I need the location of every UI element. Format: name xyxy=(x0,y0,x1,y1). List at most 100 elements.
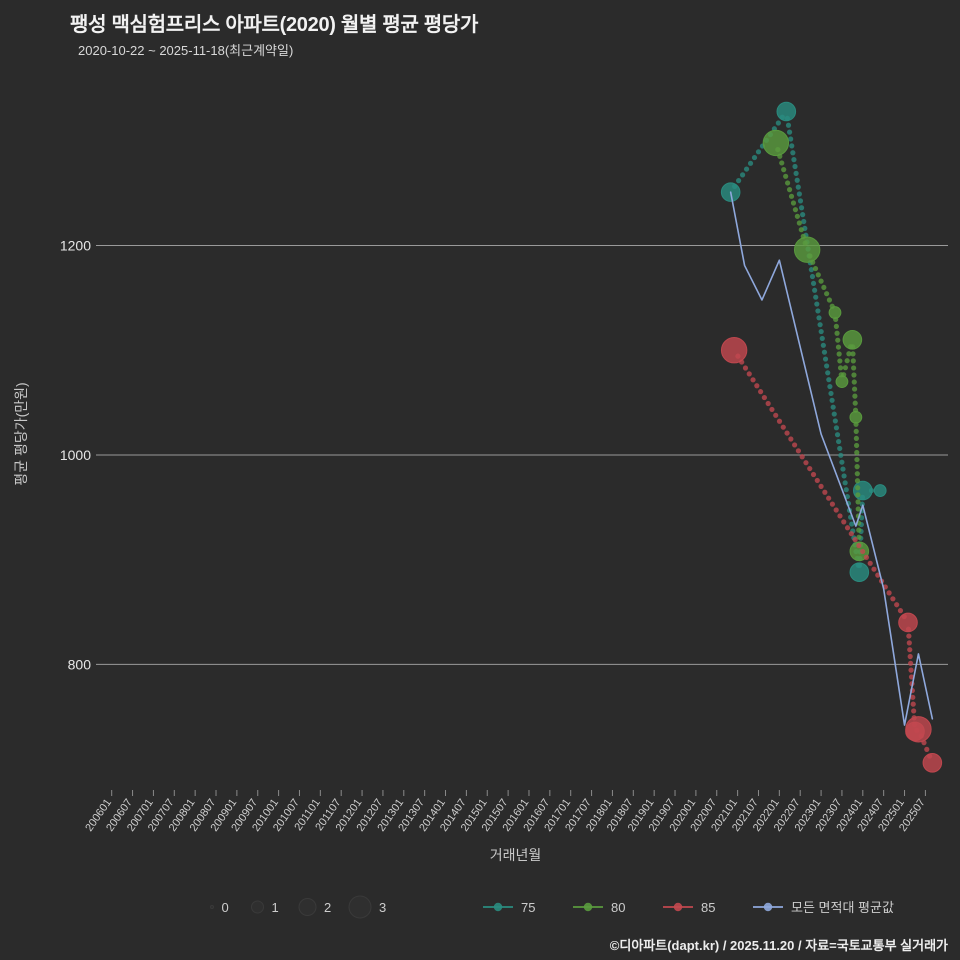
series-trail-dot xyxy=(813,294,819,300)
series-trail-dot xyxy=(817,322,823,328)
legend-series-label[interactable]: 80 xyxy=(611,900,625,915)
series-80 xyxy=(762,129,870,562)
legend-series-label[interactable]: 모든 면적대 평균값 xyxy=(791,900,894,915)
legend-size-label: 1 xyxy=(272,900,279,915)
series-trail-dot xyxy=(851,386,858,392)
data-point[interactable] xyxy=(849,562,870,583)
legend-series-label[interactable]: 75 xyxy=(521,900,535,915)
series-trail-dot xyxy=(812,265,819,272)
series-trail-dot xyxy=(786,129,793,135)
series-trail-dot xyxy=(754,383,760,389)
series-trail-dot xyxy=(897,608,904,614)
legend-series-marker[interactable] xyxy=(493,902,503,912)
series-trail-dot xyxy=(751,154,758,161)
series-trail-dot xyxy=(792,207,799,213)
series-trail-dot xyxy=(906,640,912,646)
series-trail-dot xyxy=(852,537,858,543)
series-trail-dot xyxy=(833,507,839,513)
series-trail-dot xyxy=(792,163,798,170)
data-point[interactable] xyxy=(793,236,821,263)
series-trail-dot xyxy=(910,694,916,700)
series-trail-dot xyxy=(854,449,860,456)
series-trail-dot xyxy=(910,701,916,707)
series-trail-dot xyxy=(848,531,854,537)
series-trail-dot xyxy=(795,184,801,190)
y-axis-tick-label: 800 xyxy=(68,656,92,672)
series-trail-dot xyxy=(797,198,804,204)
legend-series-marker[interactable] xyxy=(583,902,593,912)
legend-series-label[interactable]: 85 xyxy=(701,900,715,915)
series-trail-dot xyxy=(758,389,764,395)
series-trail-dot xyxy=(798,227,804,233)
series-trail-dot xyxy=(743,166,750,172)
series-trail-dot xyxy=(736,178,742,184)
series-trail-dot xyxy=(837,365,844,371)
series-trail-dot xyxy=(844,493,850,500)
legend-size-marker xyxy=(348,895,372,919)
series-trail-dot xyxy=(853,435,859,442)
series-trail-dot xyxy=(793,170,799,176)
series-trail-dot xyxy=(819,335,825,342)
series-trail-dot xyxy=(829,501,836,507)
data-point[interactable] xyxy=(762,129,790,157)
data-point[interactable] xyxy=(922,752,943,773)
series-trail-dot xyxy=(825,370,831,376)
y-axis-tick-label: 1000 xyxy=(60,447,91,463)
data-point[interactable] xyxy=(853,480,873,501)
series-trail-dot xyxy=(739,172,746,178)
series-trail-dot xyxy=(837,513,843,519)
series-trail-dot xyxy=(867,560,873,566)
series-trail-dot xyxy=(846,351,852,357)
data-point[interactable] xyxy=(720,337,748,364)
series-trail-dot xyxy=(818,278,824,284)
legend-series-marker[interactable] xyxy=(763,902,773,912)
series-trail-dot xyxy=(796,220,802,226)
series-trail-dot xyxy=(854,471,860,477)
series-trail-dot xyxy=(827,383,833,390)
series-trail-dot xyxy=(801,218,807,225)
series-trail-dot xyxy=(908,660,914,666)
series-trail-dot xyxy=(818,483,824,489)
data-point[interactable] xyxy=(776,101,797,122)
data-point[interactable] xyxy=(905,716,932,743)
series-trail-dot xyxy=(855,485,861,491)
series-trail-dot xyxy=(856,542,862,549)
series-trail-dot xyxy=(742,365,749,371)
series-trail-dot xyxy=(906,633,912,639)
legend-size-marker xyxy=(251,900,264,914)
series-trail-dot xyxy=(821,349,828,355)
series-trail-dot xyxy=(824,291,830,297)
series-trail-dot xyxy=(826,297,833,303)
series-trail-dot xyxy=(834,330,840,336)
series-trail-dot xyxy=(816,315,822,321)
series-trail-dot xyxy=(791,157,797,163)
data-point[interactable] xyxy=(828,306,842,319)
data-point[interactable] xyxy=(873,484,887,497)
series-trail-dot xyxy=(886,590,892,596)
series-trail-dot xyxy=(851,372,857,378)
series-trail-dot xyxy=(769,406,775,413)
series-trail-dot xyxy=(851,365,857,371)
data-point[interactable] xyxy=(898,612,918,633)
series-trail-dot xyxy=(854,464,860,470)
series-trail-dot xyxy=(855,506,861,512)
legend-series-marker[interactable] xyxy=(673,902,683,912)
series-trail-dot xyxy=(836,351,842,357)
series-trail-dot xyxy=(911,708,917,714)
data-point[interactable] xyxy=(849,541,870,562)
chart-legend: 0 1 2 3 75 80 85 모든 면적대 평균값 xyxy=(210,895,894,919)
series-85 xyxy=(720,337,943,773)
series-trail-dot xyxy=(849,521,855,527)
series-trail-dot xyxy=(856,527,862,533)
data-point[interactable] xyxy=(849,410,863,424)
y-axis-title: 평균 평당가(만원) xyxy=(13,382,29,485)
series-trail-dot xyxy=(786,187,793,193)
footer-credit: ©디아파트(dapt.kr) / 2025.11.20 / 자료=국토교통부 실… xyxy=(609,938,948,953)
data-point[interactable] xyxy=(835,375,849,389)
series-trail-dot xyxy=(812,287,818,293)
data-point[interactable] xyxy=(842,329,863,350)
series-trail-dot xyxy=(788,136,794,142)
series-trail-dot xyxy=(853,428,859,434)
series-trail-dot xyxy=(795,448,801,454)
